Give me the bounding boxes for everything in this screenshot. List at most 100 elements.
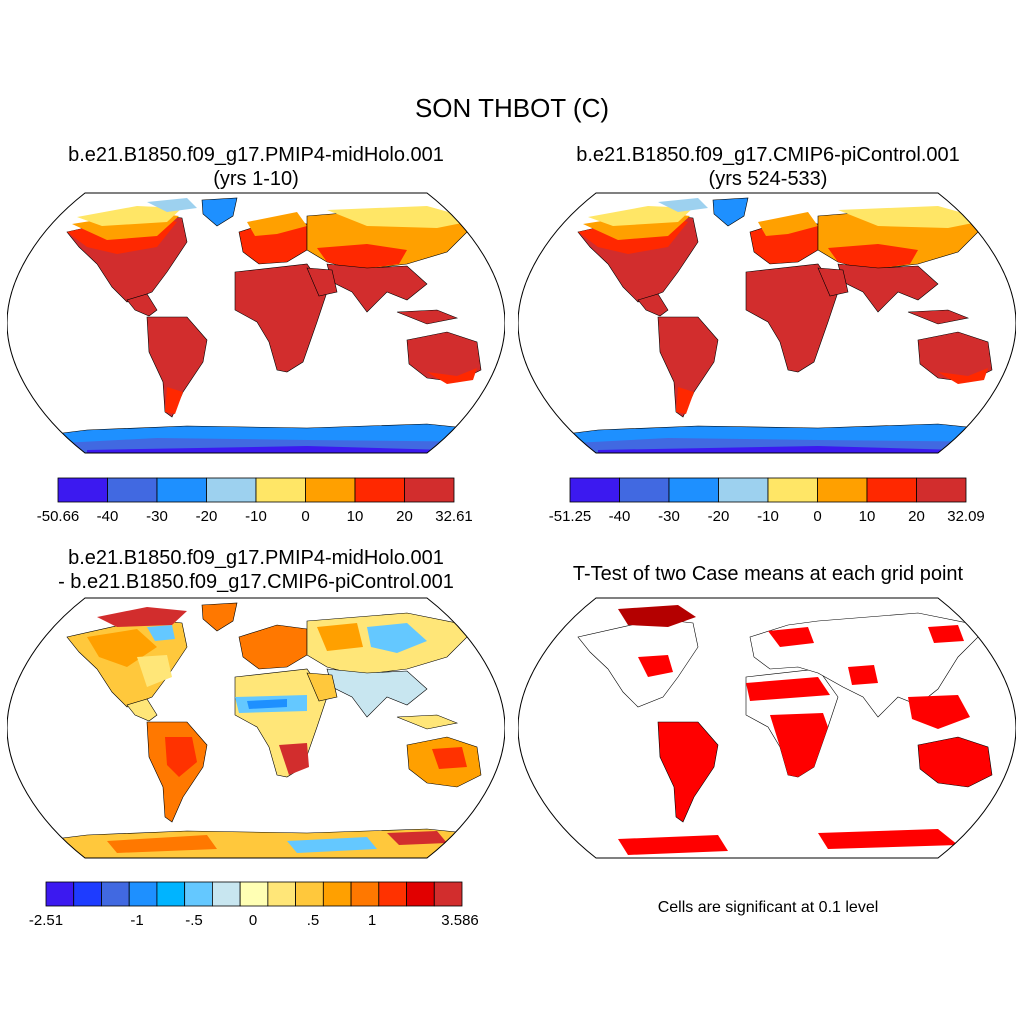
colorbar-swatch: [73, 881, 102, 907]
cb2-tick-label: -51.25: [548, 508, 592, 525]
colorbar-swatch: [916, 477, 967, 503]
north-america-anomaly-c: [147, 625, 175, 641]
sig-africa-south: [770, 713, 828, 777]
arctic-canada: [588, 206, 693, 226]
greenland: [201, 197, 238, 227]
central-america: [637, 293, 669, 317]
central-america: [126, 698, 158, 722]
cb2-tick-label: 20: [908, 508, 925, 525]
antarctica-warm: [107, 835, 217, 853]
colorbar-swatch: [817, 477, 868, 503]
colorbar-swatch: [866, 477, 917, 503]
colorbar-swatch: [184, 881, 213, 907]
sig-sahara: [746, 677, 830, 701]
europe-north: [247, 212, 307, 236]
central-asia: [828, 244, 918, 270]
australia-south: [938, 368, 988, 384]
panel2-title: b.e21.B1850.f09_g17.CMIP6-piControl.001 …: [512, 143, 1024, 191]
greenland: [201, 602, 238, 632]
sig-southeast-asia: [908, 695, 970, 729]
siberia: [838, 206, 988, 228]
map-panel-4: [518, 597, 1016, 859]
arctic-canada: [97, 607, 187, 627]
colorbar-swatch: [156, 881, 186, 907]
colorbar-swatch: [767, 477, 818, 503]
panel4-title: T-Test of two Case means at each grid po…: [572, 563, 964, 585]
colorbar-swatch: [211, 881, 241, 907]
colorbar-swatch: [156, 477, 207, 503]
colorbar-panel-1: [57, 477, 455, 503]
colorbar-swatch: [128, 881, 158, 907]
map-outline: [518, 597, 1016, 859]
south-america-hot: [165, 737, 197, 777]
cb1-tick-label: 32.61: [435, 508, 473, 525]
antarctica-core: [87, 446, 447, 453]
southeast-asia-islands: [907, 309, 970, 325]
cb3-tick-label: -.5: [185, 912, 203, 929]
north-america-anomaly-b: [137, 655, 172, 687]
asia-cool: [367, 623, 427, 653]
arabia: [817, 267, 849, 297]
colorbar-swatch: [305, 477, 356, 503]
colorbar-swatch: [354, 477, 405, 503]
panel2-title-years: (yrs 524-533): [708, 168, 828, 190]
map-outline: [518, 192, 1016, 454]
map-outline: [7, 192, 505, 454]
colorbar-swatch: [267, 881, 296, 907]
antarctica-hot: [387, 831, 447, 845]
colorbar-swatch: [107, 477, 158, 503]
colorbar-swatch: [718, 477, 769, 503]
cb3-tick-label: -2.51: [28, 912, 64, 929]
cb3-tick-label: 1: [367, 912, 377, 929]
colorbar-swatch: [295, 881, 324, 907]
cb1-tick-label: 0: [301, 508, 310, 525]
panel3-title: b.e21.B1850.f09_g17.PMIP4-midHolo.001 - …: [0, 546, 512, 594]
central-asia: [317, 244, 407, 270]
sig-arctic-canada: [618, 605, 696, 627]
colorbar-swatch: [406, 881, 435, 907]
colorbar-swatch: [239, 881, 269, 907]
antarctica-cool: [287, 837, 377, 853]
cb3-tick-label: .5: [306, 912, 320, 929]
cb2-tick-label: -20: [707, 508, 730, 525]
cb3-tick-label: -1: [130, 912, 144, 929]
cb1-tick-label: -30: [146, 508, 168, 525]
colorbar-swatch: [619, 477, 670, 503]
europe: [238, 624, 308, 670]
cb2-tick-label: 32.09: [947, 508, 985, 525]
cb3-tick-label: 0: [248, 912, 258, 929]
arctic-canada: [77, 206, 182, 226]
south-asia: [326, 263, 428, 313]
asia-warm: [317, 623, 363, 651]
europe-north: [758, 212, 818, 236]
cb1-tick-label: -50.66: [36, 508, 80, 525]
siberia: [327, 206, 477, 228]
map-panel-3: [7, 597, 505, 859]
cb1-tick-label: -20: [195, 508, 218, 525]
colorbar-swatch: [255, 477, 306, 503]
figure-title: SON THBOT (C): [414, 93, 610, 123]
south-asia: [837, 263, 939, 313]
australia-south: [427, 368, 477, 384]
patagonia: [165, 387, 183, 414]
colorbar-panel-2: [569, 477, 967, 503]
panel1-title-years: (yrs 1-10): [213, 168, 299, 190]
patagonia: [676, 387, 694, 414]
southeast-asia-islands: [396, 309, 459, 325]
north-america-outline: [577, 618, 699, 708]
cb1-tick-label: 10: [346, 508, 364, 525]
colorbar-swatch: [404, 477, 455, 503]
cb1-tick-label: -10: [245, 508, 267, 525]
colorbar-swatch: [45, 881, 75, 907]
cb2-tick-label: -30: [658, 508, 680, 525]
sig-asia-a: [848, 665, 878, 685]
australia-hot: [432, 747, 467, 769]
map-panel-1: [7, 192, 505, 454]
panel3-title-case: b.e21.B1850.f09_g17.PMIP4-midHolo.001: [68, 547, 444, 569]
map-outline: [7, 597, 505, 859]
panel1-title-case: b.e21.B1850.f09_g17.PMIP4-midHolo.001: [68, 144, 444, 166]
colorbar-swatch: [378, 881, 407, 907]
sig-australia: [917, 736, 993, 788]
cb2-tick-label: -10: [757, 508, 779, 525]
antarctica-core: [598, 446, 958, 453]
